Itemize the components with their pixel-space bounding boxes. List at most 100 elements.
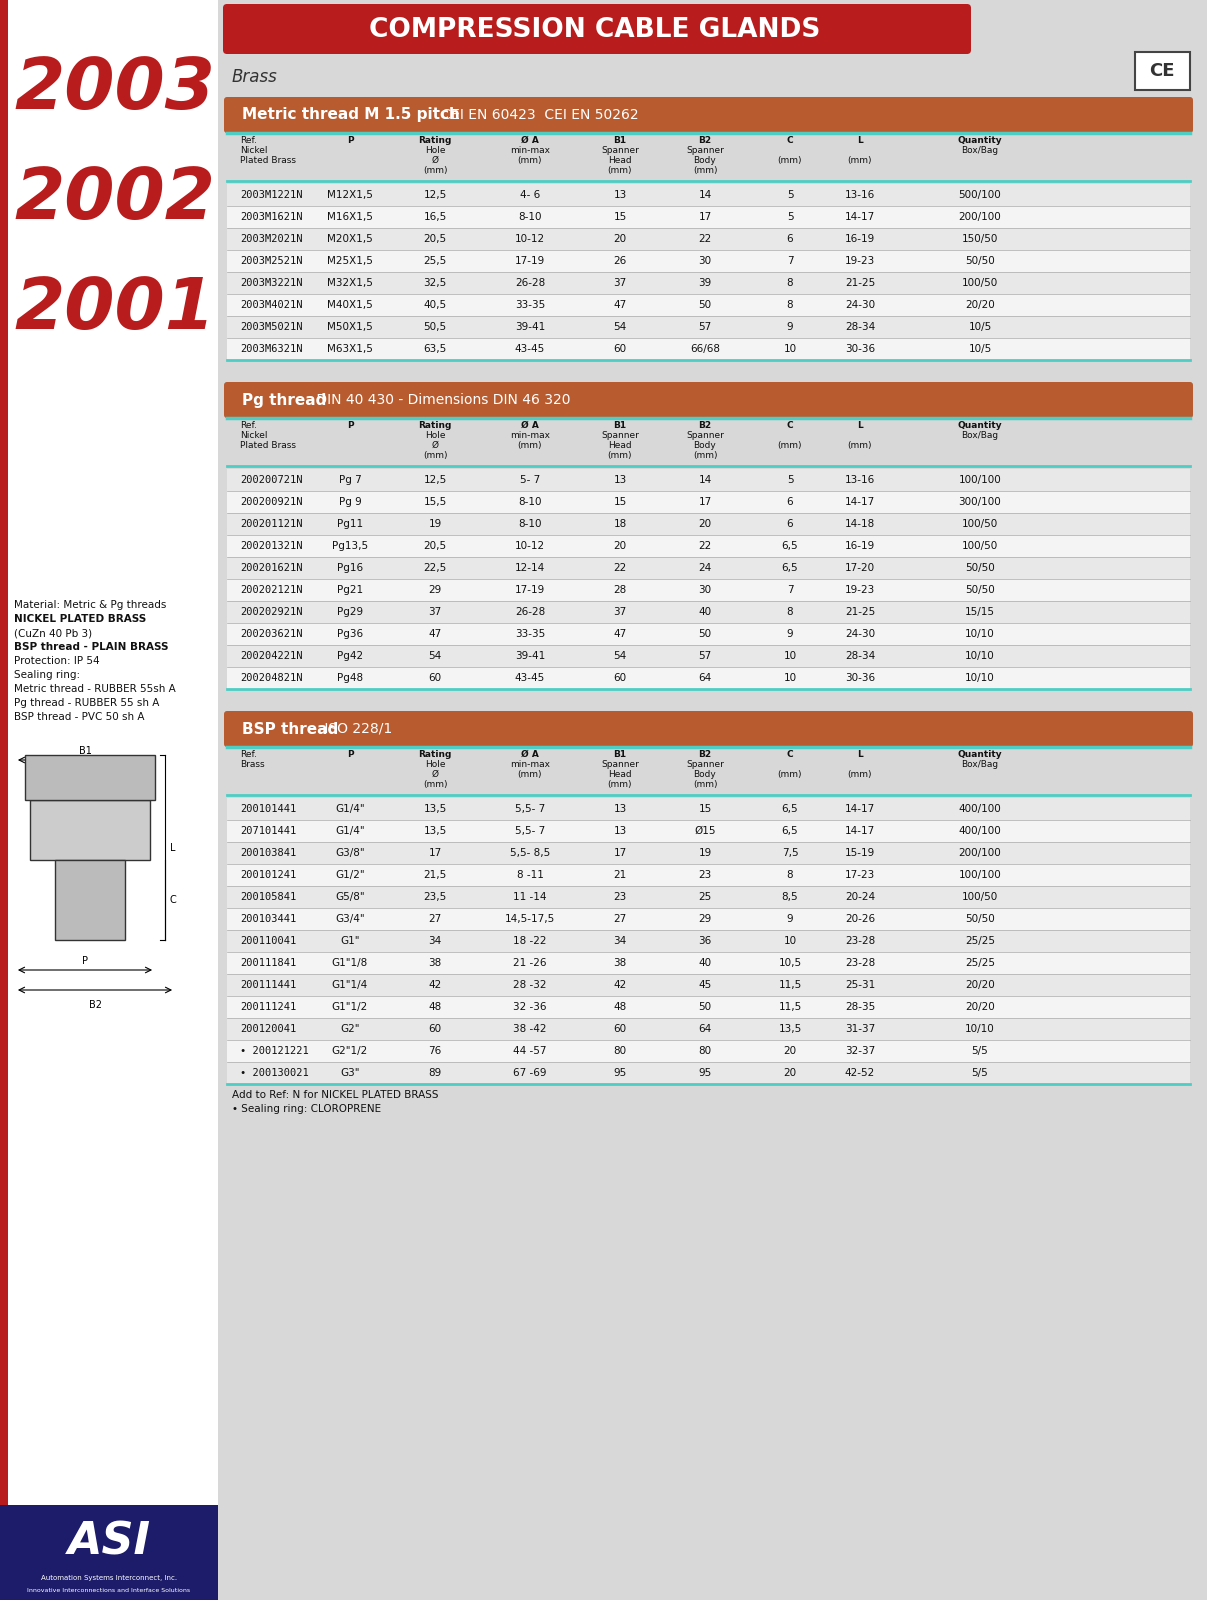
Text: 22: 22	[613, 563, 626, 573]
Text: 15: 15	[613, 498, 626, 507]
Bar	[227, 995, 1190, 1018]
Bar	[227, 1062, 1190, 1085]
Text: G2"1/2: G2"1/2	[332, 1046, 368, 1056]
Text: 44 -57: 44 -57	[513, 1046, 547, 1056]
Text: • Sealing ring: CLOROPRENE: • Sealing ring: CLOROPRENE	[232, 1104, 381, 1114]
Text: Ø: Ø	[431, 770, 438, 779]
Text: G1"1/2: G1"1/2	[332, 1002, 368, 1013]
Bar	[227, 579, 1190, 602]
Text: 13-16: 13-16	[845, 190, 875, 200]
Text: 500/100: 500/100	[958, 190, 1002, 200]
Text: 30: 30	[699, 256, 712, 266]
Text: 8: 8	[787, 870, 793, 880]
Bar	[227, 294, 1190, 317]
Text: 14-17: 14-17	[845, 826, 875, 835]
Text: 24-30: 24-30	[845, 301, 875, 310]
Text: 14,5-17,5: 14,5-17,5	[505, 914, 555, 925]
Text: G2": G2"	[340, 1024, 360, 1034]
Text: 200110041: 200110041	[240, 936, 296, 946]
Text: 10/5: 10/5	[968, 322, 992, 333]
Bar	[0, 0, 218, 1600]
Text: (mm): (mm)	[608, 166, 632, 174]
Text: 20: 20	[783, 1069, 797, 1078]
Text: Pg42: Pg42	[337, 651, 363, 661]
Text: 76: 76	[428, 1046, 442, 1056]
Text: 23,5: 23,5	[424, 893, 447, 902]
Text: 8: 8	[787, 301, 793, 310]
Text: 100/100: 100/100	[958, 475, 1002, 485]
Text: 28-35: 28-35	[845, 1002, 875, 1013]
Text: 95: 95	[613, 1069, 626, 1078]
Text: Pg thread: Pg thread	[241, 392, 326, 408]
Bar	[227, 819, 1190, 842]
Text: B2: B2	[88, 1000, 101, 1010]
Text: 16-19: 16-19	[845, 234, 875, 243]
Text: Add to Ref: N for NICKEL PLATED BRASS: Add to Ref: N for NICKEL PLATED BRASS	[232, 1090, 438, 1101]
Text: 23: 23	[613, 893, 626, 902]
Text: 10-12: 10-12	[515, 541, 546, 550]
Text: 13: 13	[613, 475, 626, 485]
Text: Plated Brass: Plated Brass	[240, 157, 296, 165]
Text: 50: 50	[699, 301, 712, 310]
Text: G3/4": G3/4"	[336, 914, 365, 925]
Text: 200111441: 200111441	[240, 979, 296, 990]
Text: Body: Body	[694, 157, 717, 165]
Bar	[227, 602, 1190, 622]
Text: 14-18: 14-18	[845, 518, 875, 530]
Text: G1/4": G1/4"	[336, 803, 365, 814]
Text: 89: 89	[428, 1069, 442, 1078]
Text: 200200721N: 200200721N	[240, 475, 303, 485]
Bar	[227, 645, 1190, 667]
Text: 10: 10	[783, 936, 797, 946]
Text: (mm): (mm)	[693, 781, 717, 789]
Text: min-max: min-max	[511, 430, 550, 440]
Text: L: L	[170, 843, 175, 853]
Text: 15: 15	[699, 803, 712, 814]
Text: 200105841: 200105841	[240, 893, 296, 902]
Text: 20,5: 20,5	[424, 541, 447, 550]
Text: 2003M2021N: 2003M2021N	[240, 234, 303, 243]
Text: NICKEL PLATED BRASS: NICKEL PLATED BRASS	[14, 614, 146, 624]
Text: 5/5: 5/5	[972, 1046, 989, 1056]
Bar	[227, 842, 1190, 864]
Text: 14-17: 14-17	[845, 803, 875, 814]
Text: 28: 28	[613, 586, 626, 595]
Text: C: C	[787, 750, 793, 758]
Text: 17: 17	[699, 211, 712, 222]
Text: 25-31: 25-31	[845, 979, 875, 990]
Text: 200/100: 200/100	[958, 211, 1002, 222]
Text: 2003M1221N: 2003M1221N	[240, 190, 303, 200]
Text: 45: 45	[699, 979, 712, 990]
Text: BSP thread - PVC 50 sh A: BSP thread - PVC 50 sh A	[14, 712, 145, 722]
Bar	[227, 798, 1190, 819]
Text: (mm): (mm)	[608, 451, 632, 461]
Text: 57: 57	[699, 322, 712, 333]
Text: 54: 54	[613, 651, 626, 661]
Text: 200/100: 200/100	[958, 848, 1002, 858]
Text: 100/50: 100/50	[962, 893, 998, 902]
Text: (CuZn 40 Pb 3): (CuZn 40 Pb 3)	[14, 627, 92, 638]
Text: M25X1,5: M25X1,5	[327, 256, 373, 266]
Text: 20: 20	[613, 541, 626, 550]
Text: B2: B2	[699, 421, 712, 430]
Text: 5/5: 5/5	[972, 1069, 989, 1078]
Text: P: P	[346, 136, 354, 146]
Text: 10: 10	[783, 651, 797, 661]
Text: 300/100: 300/100	[958, 498, 1002, 507]
Text: (mm): (mm)	[422, 166, 448, 174]
Text: Spanner: Spanner	[601, 146, 639, 155]
Text: 95: 95	[699, 1069, 712, 1078]
Text: 10: 10	[783, 344, 797, 354]
Text: 21: 21	[613, 870, 626, 880]
Text: Quantity: Quantity	[957, 136, 1002, 146]
Text: M16X1,5: M16X1,5	[327, 211, 373, 222]
Text: 4- 6: 4- 6	[520, 190, 540, 200]
Text: L: L	[857, 421, 863, 430]
Text: (mm): (mm)	[422, 451, 448, 461]
Text: 10: 10	[783, 674, 797, 683]
Text: 15/15: 15/15	[966, 606, 995, 618]
Text: Box/Bag: Box/Bag	[962, 760, 998, 770]
Text: Rating: Rating	[419, 750, 451, 758]
Text: M50X1,5: M50X1,5	[327, 322, 373, 333]
Text: 28-34: 28-34	[845, 322, 875, 333]
